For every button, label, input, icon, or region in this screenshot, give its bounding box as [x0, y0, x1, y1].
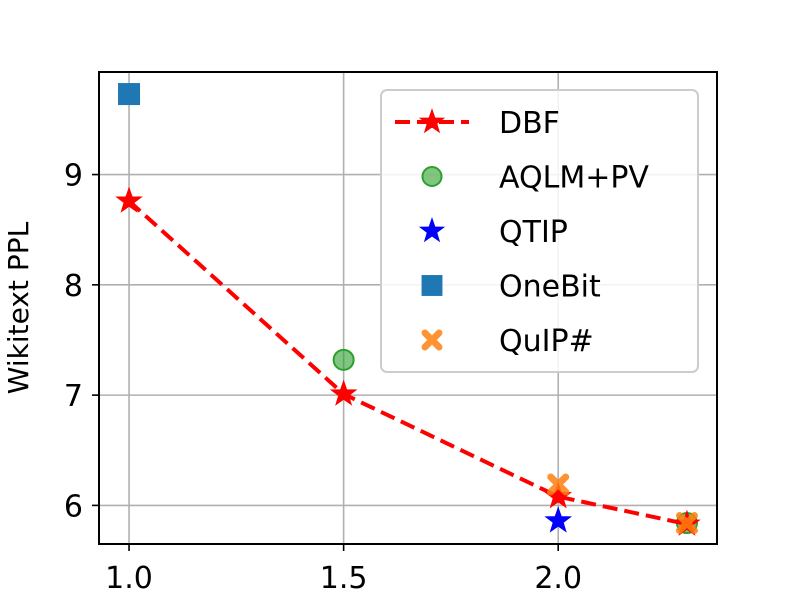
y-tick-label: 9	[64, 159, 83, 194]
aqlm-pv-point	[332, 348, 355, 371]
legend-dbf-marker	[418, 108, 446, 134]
dbf-point	[115, 186, 143, 213]
y-tick-label: 8	[64, 269, 83, 304]
dbf-line	[127, 199, 688, 527]
legend-quip-marker	[421, 329, 443, 351]
quip-point	[547, 473, 570, 496]
qtip-point	[544, 506, 573, 533]
x-tick-label: 1.5	[320, 561, 368, 596]
legend: DBF AQLM+PV QTIP OneBit QuIP#	[380, 89, 699, 373]
legend-qtip-marker	[418, 217, 446, 243]
legend-label-onebit: OneBit	[499, 270, 601, 305]
legend-label-dbf: DBF	[499, 106, 560, 141]
legend-label-quip: QuIP#	[499, 324, 594, 359]
y-tick-label: 7	[64, 379, 83, 414]
legend-box	[380, 89, 699, 373]
legend-label-aqlm-pv: AQLM+PV	[499, 161, 649, 196]
axis-ticks: 1.0 1.5 2.0 6 7 8 9	[64, 159, 582, 596]
x-tick-label: 2.0	[534, 561, 582, 596]
onebit-point	[118, 83, 141, 106]
legend-aqlm-pv-marker	[421, 166, 443, 187]
legend-onebit-marker	[421, 275, 443, 296]
plot-area	[115, 83, 701, 536]
x-tick-label: 1.0	[105, 561, 153, 596]
quip-point	[675, 512, 698, 535]
dbf-point	[329, 379, 358, 406]
plot-frame	[98, 71, 718, 545]
y-axis-label: Wikitext PPL	[2, 221, 35, 394]
y-tick-label: 6	[64, 489, 83, 524]
legend-label-qtip: QTIP	[499, 215, 568, 250]
